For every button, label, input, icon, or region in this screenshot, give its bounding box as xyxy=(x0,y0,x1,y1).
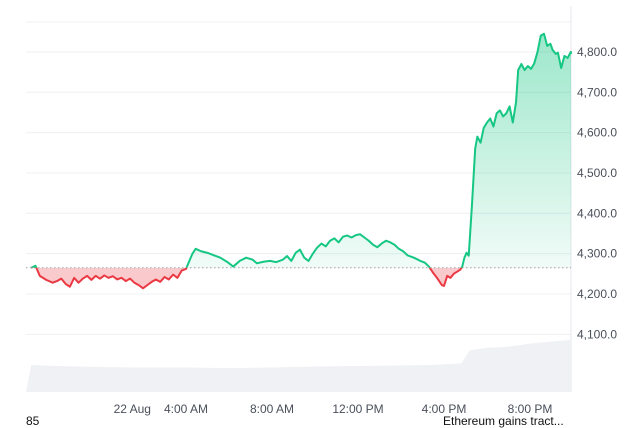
x-tick-label: 8:00 AM xyxy=(250,402,294,416)
y-tick-label: 4,600.0 xyxy=(577,126,617,140)
x-tick-label: 4:00 AM xyxy=(164,402,208,416)
y-axis-ticks: 4,100.0 4,200.0 4,300.0 4,400.0 4,500.0 4,600… xyxy=(577,45,617,341)
x-axis-ticks: 22 Aug 4:00 AM 8:00 AM 12:00 PM 4:00 PM 8:00 … xyxy=(114,402,553,416)
y-tick-label: 4,100.0 xyxy=(577,327,617,341)
x-tick-label: 4:00 PM xyxy=(422,402,467,416)
footer-left-text: 85 xyxy=(26,414,40,428)
x-tick-label: 22 Aug xyxy=(114,402,151,416)
x-tick-label: 12:00 PM xyxy=(332,402,383,416)
y-tick-label: 4,700.0 xyxy=(577,85,617,99)
price-area xyxy=(31,33,571,289)
news-headline-link[interactable]: Ethereum gains tract... xyxy=(443,414,564,428)
up-line xyxy=(30,32,572,268)
up-area xyxy=(31,33,571,268)
price-line xyxy=(30,32,572,290)
down-line xyxy=(31,267,463,290)
x-tick-label: 8:00 PM xyxy=(508,402,553,416)
grid-lines xyxy=(26,6,572,392)
y-tick-label: 4,500.0 xyxy=(577,166,617,180)
y-tick-label: 4,400.0 xyxy=(577,206,617,220)
volume-area xyxy=(26,340,571,392)
volume-shape xyxy=(26,340,571,392)
y-tick-label: 4,800.0 xyxy=(577,45,617,59)
y-tick-label: 4,200.0 xyxy=(577,287,617,301)
y-tick-label: 4,300.0 xyxy=(577,247,617,261)
down-area xyxy=(36,267,462,289)
